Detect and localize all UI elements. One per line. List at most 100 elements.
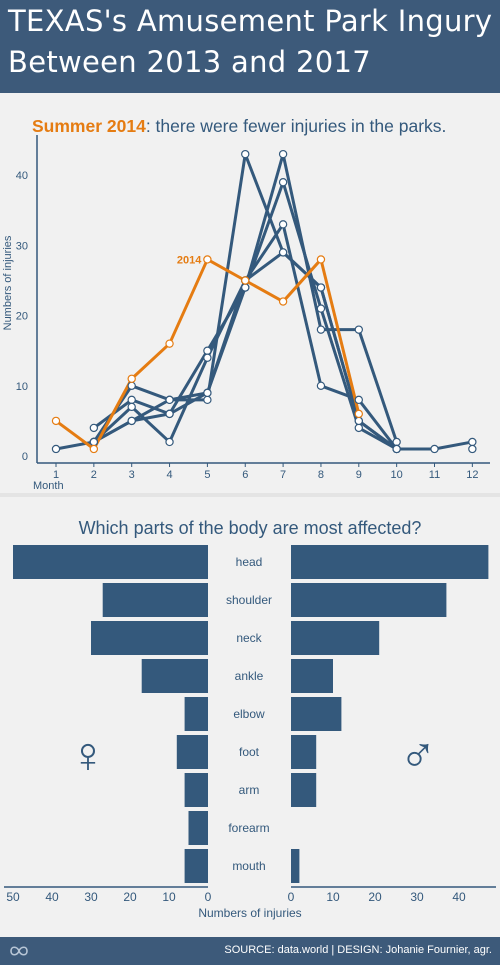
- line-chart-ylabel: Numbers of injuries: [2, 235, 14, 330]
- data-point: [354, 409, 363, 419]
- data-point: [127, 416, 136, 426]
- data-point: [354, 416, 363, 426]
- data-point: [316, 325, 326, 334]
- category-label-neck: neck: [236, 631, 262, 645]
- category-label-foot: foot: [239, 745, 260, 759]
- x-tick-label: 5: [204, 469, 210, 481]
- header-banner: TEXAS's Amusement Park Ingury Between 20…: [0, 0, 500, 93]
- bar-chart-title: Which parts of the body are most affecte…: [79, 518, 422, 538]
- data-point: [165, 409, 174, 419]
- category-label-elbow: elbow: [233, 707, 265, 721]
- data-point: [392, 444, 401, 454]
- data-point: [354, 325, 363, 334]
- female-tick-label: 40: [45, 890, 59, 904]
- data-point: [51, 416, 61, 426]
- female-bar-head: [13, 545, 208, 579]
- series-line: [55, 222, 398, 451]
- data-point: [127, 395, 136, 405]
- data-point: [278, 297, 288, 306]
- female-bar-ankle: [141, 659, 208, 693]
- male-tick-label: 30: [410, 890, 424, 904]
- category-label-head: head: [236, 555, 263, 569]
- category-label-shoulder: shoulder: [226, 593, 272, 607]
- category-label-ankle: ankle: [235, 669, 264, 683]
- y-tick-label: 10: [16, 381, 28, 393]
- male-tick-label: 0: [288, 890, 295, 904]
- category-label-arm: arm: [239, 783, 260, 797]
- data-point: [241, 149, 250, 159]
- data-point: [354, 395, 363, 405]
- male-bar-foot: [291, 735, 317, 769]
- x-tick-label: 11: [429, 469, 440, 481]
- data-point: [89, 423, 99, 433]
- data-point: [278, 149, 288, 159]
- female-bar-forearm: [188, 811, 208, 845]
- male-tick-label: 10: [326, 890, 340, 904]
- line-chart-svg: Summer 2014: there were fewer injuries i…: [2, 116, 490, 492]
- data-point: [203, 353, 212, 362]
- data-point: [165, 437, 174, 447]
- female-tick-label: 20: [123, 890, 137, 904]
- male-bar-neck: [291, 621, 380, 655]
- x-tick-label: 10: [391, 469, 403, 481]
- data-point: [165, 339, 174, 348]
- page-title-line-1: TEXAS's Amusement Park Ingury: [8, 4, 493, 38]
- body-parts-chart: Which parts of the body are most affecte…: [0, 497, 500, 937]
- male-bar-elbow: [291, 697, 342, 731]
- x-tick-label: 2: [91, 469, 97, 481]
- male-tick-label: 40: [452, 890, 466, 904]
- data-point: [468, 437, 477, 447]
- male-bar-mouth: [291, 849, 300, 883]
- data-point: [316, 381, 326, 390]
- female-bar-shoulder: [102, 583, 208, 617]
- series-line: [93, 180, 398, 451]
- y-tick-label: 40: [16, 170, 28, 182]
- line-chart-xlabel: Month: [33, 480, 64, 492]
- series-2014-annotation: 2014: [177, 254, 202, 266]
- bar-chart-xlabel: Numbers of injuries: [198, 906, 301, 920]
- data-point: [203, 395, 212, 405]
- line-chart-title-highlight: Summer 2014: [32, 116, 146, 136]
- male-bar-shoulder: [291, 583, 447, 617]
- data-point: [127, 381, 136, 390]
- footer-credits: SOURCE: data.world | DESIGN: Johanie Fou…: [224, 944, 492, 956]
- bar-chart-svg: Which parts of the body are most affecte…: [4, 518, 496, 920]
- line-chart-title-rest: : there were fewer injuries in the parks…: [146, 116, 447, 136]
- x-tick-label: 8: [318, 469, 324, 481]
- data-point: [278, 220, 288, 229]
- y-tick-label: 30: [16, 240, 28, 252]
- y-tick-label: 0: [22, 451, 28, 463]
- monthly-injuries-chart: Summer 2014: there were fewer injuries i…: [0, 93, 500, 493]
- male-tick-label: 20: [368, 890, 382, 904]
- data-point: [241, 283, 250, 292]
- infinity-logo-icon: [10, 946, 28, 956]
- section-divider: [0, 493, 500, 497]
- x-tick-label: 6: [242, 469, 248, 481]
- footer-banner: SOURCE: data.world | DESIGN: Johanie Fou…: [0, 937, 500, 965]
- female-tick-label: 30: [84, 890, 98, 904]
- male-bar-ankle: [291, 659, 333, 693]
- male-bar-head: [291, 545, 489, 579]
- female-bar-elbow: [184, 697, 208, 731]
- data-point: [468, 444, 477, 454]
- female-tick-label: 50: [6, 890, 20, 904]
- data-point: [241, 276, 250, 285]
- data-point: [203, 346, 212, 355]
- data-point: [203, 388, 212, 398]
- data-point: [127, 374, 136, 383]
- male-symbol-icon: ♂: [399, 727, 437, 783]
- data-point: [392, 437, 401, 447]
- male-bar-arm: [291, 773, 317, 807]
- female-symbol-icon: ♀: [69, 727, 107, 783]
- data-point: [354, 423, 363, 433]
- x-tick-label: 1: [53, 469, 59, 481]
- x-tick-label: 7: [280, 469, 286, 481]
- female-bar-foot: [176, 735, 208, 769]
- female-bar-arm: [184, 773, 208, 807]
- data-point: [89, 444, 99, 454]
- data-point: [316, 283, 326, 292]
- x-tick-label: 3: [129, 469, 135, 481]
- line-chart-title: Summer 2014: there were fewer injuries i…: [32, 116, 446, 136]
- data-point: [51, 444, 61, 454]
- female-bar-mouth: [184, 849, 208, 883]
